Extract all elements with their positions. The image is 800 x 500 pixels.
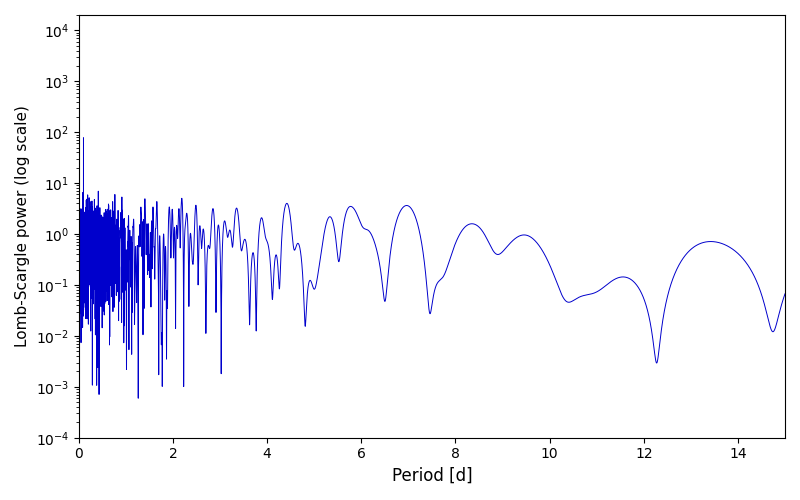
- X-axis label: Period [d]: Period [d]: [391, 467, 472, 485]
- Y-axis label: Lomb-Scargle power (log scale): Lomb-Scargle power (log scale): [15, 106, 30, 348]
